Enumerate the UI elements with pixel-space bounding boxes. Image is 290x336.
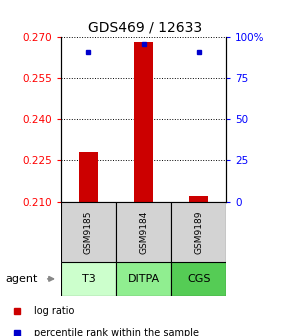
Bar	[116, 202, 171, 262]
Bar	[116, 262, 171, 296]
Bar	[61, 202, 116, 262]
Bar	[134, 42, 153, 202]
Bar	[189, 196, 208, 202]
Text: GDS469 / 12633: GDS469 / 12633	[88, 20, 202, 34]
Text: CGS: CGS	[187, 274, 211, 284]
Bar	[171, 262, 226, 296]
Bar	[171, 202, 226, 262]
Text: DITPA: DITPA	[128, 274, 160, 284]
Text: GSM9184: GSM9184	[139, 210, 148, 254]
Text: GSM9185: GSM9185	[84, 210, 93, 254]
Text: T3: T3	[81, 274, 95, 284]
Text: log ratio: log ratio	[34, 306, 74, 316]
Bar	[79, 152, 98, 202]
Text: percentile rank within the sample: percentile rank within the sample	[34, 328, 199, 336]
Text: agent: agent	[6, 274, 38, 284]
Text: GSM9189: GSM9189	[194, 210, 203, 254]
Bar	[61, 262, 116, 296]
